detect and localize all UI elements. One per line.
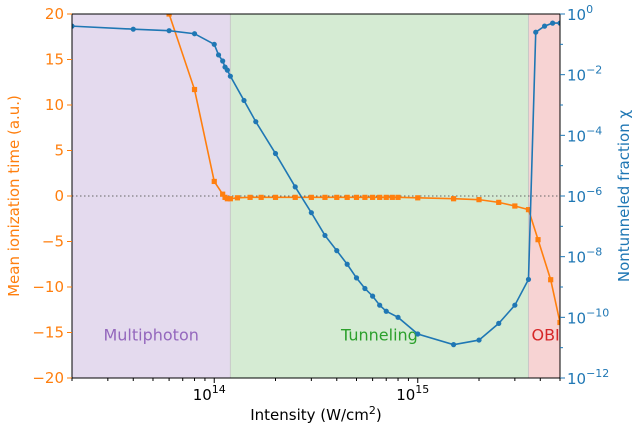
nontunneled-fraction-point [220, 58, 226, 64]
y-left-axis-label: Mean ionization time (a.u.) [5, 95, 23, 297]
mean-ionization-time-point [415, 195, 421, 201]
x-axis-label: Intensity (W/cm2) [250, 404, 382, 424]
mean-ionization-time-point [166, 14, 172, 17]
nontunneled-fraction-point [166, 28, 172, 34]
mean-ionization-time-point [450, 196, 457, 202]
nontunneled-fraction-point [215, 52, 222, 58]
nontunneled-fraction-point [377, 302, 383, 308]
y-left-tick-label: 15 [45, 51, 64, 69]
y-right-tick-label: 10−10 [567, 306, 609, 327]
y-left-tick-label: 0 [54, 187, 64, 205]
nontunneled-fraction-point [550, 20, 556, 26]
region-multiphoton [72, 14, 231, 378]
y-left-tick-label: −10 [32, 278, 64, 296]
nontunneled-fraction-point [415, 331, 421, 337]
nontunneled-fraction-point [383, 308, 389, 314]
mean-ionization-time-point [234, 195, 241, 201]
mean-ionization-time-point [258, 194, 264, 200]
nontunneled-fraction-point [72, 23, 75, 29]
mean-ionization-time-point [211, 178, 217, 185]
y-left-tick-label: 10 [45, 96, 64, 114]
mean-ionization-time-point [353, 194, 360, 200]
mean-ionization-time-point [362, 194, 368, 200]
mean-ionization-time-point [548, 277, 554, 283]
nontunneled-fraction-point [130, 26, 136, 32]
y-left-tick-label: −15 [32, 324, 64, 342]
mean-ionization-time-point [377, 194, 383, 200]
mean-ionization-time-point [383, 194, 389, 200]
y-left-tick-label: −5 [42, 233, 64, 251]
nontunneled-fraction-point [308, 210, 314, 216]
mean-ionization-time-point [525, 207, 532, 213]
x-tick-label: 1015 [396, 383, 429, 404]
y-left-tick-label: 5 [54, 142, 64, 160]
mean-ionization-time-point [220, 191, 226, 197]
nontunneled-fraction-point [353, 275, 360, 281]
nontunneled-fraction-point [525, 276, 532, 283]
mean-ionization-time-point [334, 194, 340, 200]
mean-ionization-time-point [227, 196, 233, 202]
mean-ionization-time-point [308, 194, 314, 200]
nontunneled-fraction-point [362, 285, 368, 292]
nontunneled-fraction-point [344, 261, 350, 267]
mean-ionization-time-point [476, 197, 482, 203]
nontunneled-fraction-point [292, 184, 298, 190]
mean-ionization-time-point [191, 86, 198, 93]
mean-ionization-time-point [272, 194, 279, 200]
mean-ionization-time-point [247, 194, 253, 200]
mean-ionization-time-point [557, 319, 560, 326]
y-right-tick-label: 100 [567, 3, 593, 24]
mean-ionization-time-point [389, 194, 395, 200]
nontunneled-fraction-point [496, 320, 502, 326]
y-right-axis-label: Nontunneled fraction χ [615, 110, 633, 283]
nontunneled-fraction-point [241, 97, 247, 104]
nontunneled-fraction-point [272, 150, 279, 157]
nontunneled-fraction-point [557, 20, 560, 26]
nontunneled-fraction-point [191, 31, 198, 37]
y-right-tick-label: 10−4 [567, 124, 602, 145]
nontunneled-fraction-point [224, 67, 230, 73]
mean-ionization-time-point [496, 199, 502, 205]
region-label-obi: OBI [531, 326, 559, 345]
region-label-multiphoton: Multiphoton [103, 326, 198, 345]
labels-layer: Intensity (W/cm2) Mean ionization time (a… [5, 95, 633, 424]
nontunneled-fraction-point [227, 73, 233, 79]
nontunneled-fraction-point [476, 337, 482, 343]
mean-ionization-time-point [224, 196, 230, 202]
y-left-tick-label: 20 [45, 5, 64, 23]
y-right-tick-label: 10−12 [567, 367, 609, 388]
x-tick-label: 1014 [193, 383, 226, 404]
mean-ionization-time-point [395, 194, 401, 200]
mean-ionization-time-point [370, 194, 376, 200]
mean-ionization-time-point [535, 237, 541, 243]
region-label-tunneling: Tunneling [340, 326, 418, 345]
nontunneled-fraction-point [211, 41, 217, 47]
nontunneled-fraction-point [541, 23, 548, 29]
nontunneled-fraction-point [395, 314, 401, 320]
nontunneled-fraction-point [533, 29, 539, 35]
nontunneled-fraction-point [253, 119, 259, 125]
nontunneled-fraction-point [322, 232, 328, 239]
nontunneled-fraction-point [450, 342, 457, 348]
y-left-tick-label: −20 [32, 369, 64, 387]
mean-ionization-time-point [512, 203, 518, 209]
y-right-tick-label: 10−2 [567, 64, 602, 85]
series-layer [72, 14, 560, 348]
nontunneled-fraction-point [512, 302, 518, 308]
nontunneled-fraction-point [334, 248, 340, 254]
nontunneled-fraction-line [72, 22, 560, 346]
mean-ionization-time-point [344, 194, 350, 200]
y-right-tick-label: 10−8 [567, 246, 602, 267]
nontunneled-fraction-point [370, 293, 376, 299]
y-right-tick-label: 10−6 [567, 185, 602, 206]
mean-ionization-time-point [292, 194, 298, 200]
mean-ionization-time-point [322, 194, 328, 200]
